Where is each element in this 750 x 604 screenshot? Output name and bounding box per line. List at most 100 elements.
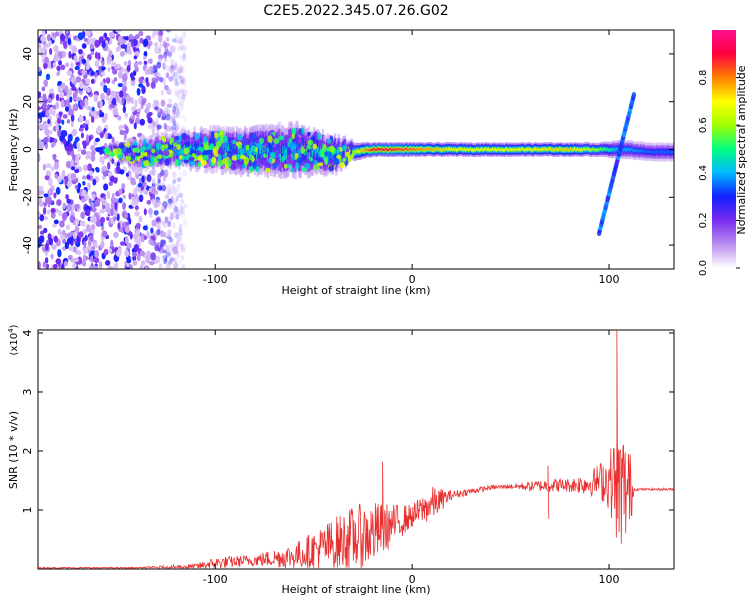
signal-blob [327, 139, 331, 143]
noise-speck [138, 183, 143, 188]
noise-speck [122, 195, 126, 199]
noise-speck [127, 65, 131, 72]
noise-speck [172, 171, 176, 178]
noise-speck [47, 209, 50, 214]
noise-speck [125, 126, 128, 134]
noise-speck [64, 86, 68, 94]
noise-speck [117, 223, 120, 229]
noise-speck [108, 135, 112, 139]
noise-speck [154, 210, 159, 215]
noise-speck [161, 89, 164, 95]
noise-speck [126, 45, 131, 53]
noise-speck [181, 114, 185, 119]
noise-speck [38, 112, 44, 117]
noise-speck [138, 216, 142, 223]
noise-speck [68, 51, 71, 58]
signal-blob [333, 158, 339, 165]
noise-speck [101, 72, 105, 76]
noise-speck [67, 204, 72, 212]
noise-speck [107, 191, 111, 199]
noise-speck [172, 223, 176, 229]
signal-blob [223, 135, 229, 143]
noise-speck [74, 218, 79, 225]
noise-speck [125, 236, 129, 244]
noise-speck [174, 88, 179, 96]
noise-speck [120, 51, 125, 57]
noise-speck [100, 209, 104, 214]
signal-blob [195, 133, 200, 140]
noise-speck [71, 114, 75, 121]
noise-speck [87, 106, 92, 110]
noise-speck [97, 198, 101, 202]
noise-speck [75, 250, 78, 255]
noise-speck [51, 208, 56, 213]
noise-speck [88, 239, 92, 246]
signal-blob [345, 152, 350, 158]
noise-speck [165, 219, 169, 223]
noise-speck [166, 72, 169, 78]
noise-speck [99, 66, 102, 74]
signal-blob [287, 147, 291, 155]
noise-speck [78, 32, 84, 40]
signal-blob [290, 168, 294, 173]
noise-speck [71, 86, 76, 91]
noise-speck [131, 115, 135, 119]
noise-speck [47, 34, 51, 41]
signal-blob [288, 138, 292, 142]
signal-blob [211, 157, 216, 164]
signal-blob [304, 163, 310, 169]
noise-speck [78, 183, 82, 189]
noise-speck [38, 97, 43, 104]
noise-speck [62, 213, 67, 220]
noise-speck [40, 214, 45, 221]
noise-speck [146, 174, 151, 182]
noise-speck [122, 222, 126, 227]
signal-blob [164, 144, 168, 148]
noise-speck [67, 119, 70, 123]
noise-speck [56, 199, 61, 206]
noise-speck [63, 114, 68, 119]
noise-speck [54, 162, 59, 170]
noise-speck [80, 212, 85, 219]
noise-speck [111, 158, 114, 164]
noise-speck [121, 39, 127, 44]
signal-blob [157, 154, 162, 159]
noise-speck [118, 198, 123, 204]
signal-blob [228, 159, 232, 167]
noise-speck [93, 94, 98, 102]
noise-speck [46, 196, 51, 203]
noise-speck [111, 62, 116, 67]
noise-speck [91, 224, 96, 230]
noise-speck [155, 217, 160, 221]
noise-speck [143, 225, 148, 230]
noise-speck [54, 236, 58, 243]
noise-speck [66, 225, 70, 230]
noise-speck [181, 94, 185, 102]
noise-speck [86, 58, 89, 65]
noise-speck [124, 213, 128, 219]
noise-speck [171, 196, 174, 204]
noise-speck [131, 76, 136, 80]
noise-speck [126, 259, 131, 264]
noise-speck [171, 46, 176, 54]
noise-speck [89, 170, 94, 175]
noise-speck [105, 113, 108, 121]
noise-speck [124, 113, 128, 118]
signal-blob [218, 154, 222, 160]
noise-speck [62, 170, 65, 177]
noise-speck [141, 175, 144, 183]
signal-blob [143, 156, 148, 161]
noise-speck [160, 109, 163, 114]
noise-speck [173, 188, 178, 195]
signal-blob [182, 133, 187, 140]
signal-blob [259, 138, 264, 144]
noise-speck [110, 240, 113, 248]
noise-speck [92, 194, 96, 199]
noise-speck [137, 108, 142, 112]
noise-speck [60, 65, 65, 71]
noise-speck [56, 187, 61, 195]
noise-speck [135, 205, 139, 210]
noise-speck [59, 111, 63, 116]
noise-speck [42, 94, 46, 101]
noise-speck [150, 228, 153, 234]
